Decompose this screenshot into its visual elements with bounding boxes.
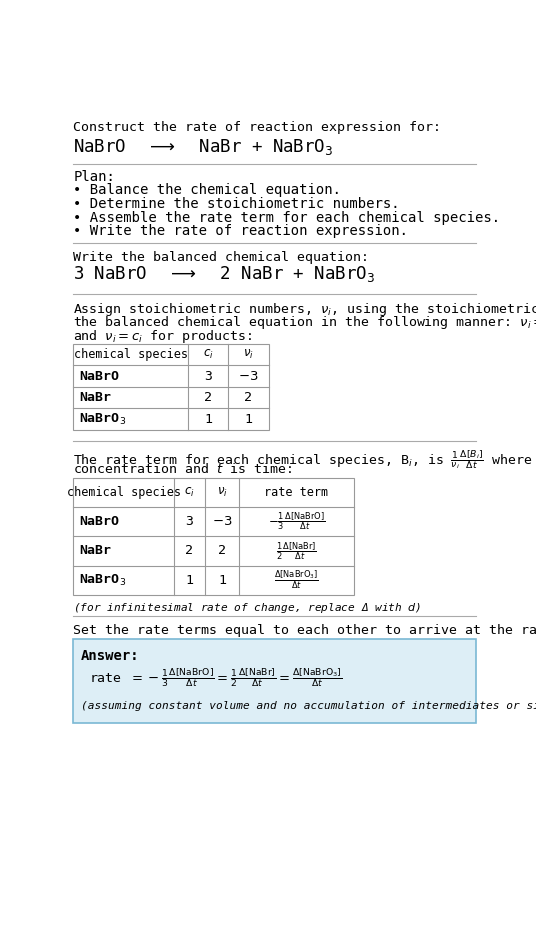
Text: 3 NaBrO  $\longrightarrow$  2 NaBr + NaBrO$_3$: 3 NaBrO $\longrightarrow$ 2 NaBr + NaBrO…: [73, 265, 375, 285]
Text: rate term: rate term: [264, 486, 329, 499]
Text: 3: 3: [185, 516, 193, 528]
Text: NaBrO$_3$: NaBrO$_3$: [79, 412, 126, 427]
Text: chemical species: chemical species: [66, 486, 181, 499]
Text: 1: 1: [204, 412, 212, 426]
Text: NaBrO$_3$: NaBrO$_3$: [79, 572, 126, 587]
Text: Construct the rate of reaction expression for:: Construct the rate of reaction expressio…: [73, 121, 441, 134]
Text: $-\frac{1}{3}\frac{\Delta[\mathrm{NaBrO}]}{\Delta t}$: $-\frac{1}{3}\frac{\Delta[\mathrm{NaBrO}…: [268, 511, 325, 533]
Text: $\frac{1}{2}\frac{\Delta[\mathrm{NaBr}]}{\Delta t}$: $\frac{1}{2}\frac{\Delta[\mathrm{NaBr}]}…: [276, 540, 317, 562]
Text: and $\nu_i = c_i$ for products:: and $\nu_i = c_i$ for products:: [73, 327, 252, 344]
Text: NaBr: NaBr: [79, 391, 111, 404]
Text: • Determine the stoichiometric numbers.: • Determine the stoichiometric numbers.: [73, 197, 400, 211]
FancyBboxPatch shape: [73, 639, 476, 723]
Text: NaBrO  $\longrightarrow$  NaBr + NaBrO$_3$: NaBrO $\longrightarrow$ NaBr + NaBrO$_3$: [73, 136, 333, 157]
Text: 1: 1: [185, 573, 193, 587]
Text: $-3$: $-3$: [238, 370, 258, 382]
Text: Set the rate terms equal to each other to arrive at the rate expression:: Set the rate terms equal to each other t…: [73, 624, 536, 637]
Bar: [73, 478, 354, 595]
Text: $c_i$: $c_i$: [203, 348, 213, 361]
Text: Plan:: Plan:: [73, 170, 115, 184]
Text: $\nu_i$: $\nu_i$: [243, 348, 254, 361]
Text: 2: 2: [185, 544, 193, 557]
Text: the balanced chemical equation in the following manner: $\nu_i = -c_i$ for react: the balanced chemical equation in the fo…: [73, 314, 536, 331]
Text: NaBrO: NaBrO: [79, 516, 120, 528]
Text: chemical species: chemical species: [73, 348, 188, 361]
Text: 1: 1: [244, 412, 252, 426]
Text: 1: 1: [218, 573, 226, 587]
Text: 2: 2: [244, 391, 252, 404]
Text: concentration and $t$ is time:: concentration and $t$ is time:: [73, 462, 293, 476]
Text: Assign stoichiometric numbers, $\nu_i$, using the stoichiometric coefficients, $: Assign stoichiometric numbers, $\nu_i$, …: [73, 302, 536, 319]
Text: • Balance the chemical equation.: • Balance the chemical equation.: [73, 183, 341, 197]
Text: $-3$: $-3$: [212, 516, 232, 528]
Text: $\nu_i$: $\nu_i$: [217, 486, 227, 499]
Text: (assuming constant volume and no accumulation of intermediates or side products): (assuming constant volume and no accumul…: [81, 701, 536, 711]
Text: (for infinitesimal rate of change, replace Δ with $d$): (for infinitesimal rate of change, repla…: [73, 601, 422, 615]
Text: Answer:: Answer:: [81, 649, 139, 662]
Bar: [73, 343, 269, 430]
Text: 3: 3: [204, 370, 212, 382]
Text: 2: 2: [218, 544, 226, 557]
Text: • Write the rate of reaction expression.: • Write the rate of reaction expression.: [73, 224, 408, 238]
Text: • Assemble the rate term for each chemical species.: • Assemble the rate term for each chemic…: [73, 211, 500, 224]
Text: rate $= -\frac{1}{3}\frac{\Delta[\mathrm{NaBrO}]}{\Delta t} = \frac{1}{2}\frac{\: rate $= -\frac{1}{3}\frac{\Delta[\mathrm…: [88, 666, 343, 689]
Text: NaBr: NaBr: [79, 544, 111, 557]
Text: NaBrO: NaBrO: [79, 370, 120, 382]
Text: $c_i$: $c_i$: [184, 486, 195, 499]
Text: $\frac{\Delta[\mathrm{NaBrO_3}]}{\Delta t}$: $\frac{\Delta[\mathrm{NaBrO_3}]}{\Delta …: [274, 569, 319, 591]
Text: The rate term for each chemical species, B$_i$, is $\frac{1}{\nu_i}\frac{\Delta[: The rate term for each chemical species,…: [73, 448, 536, 471]
Text: Write the balanced chemical equation:: Write the balanced chemical equation:: [73, 251, 369, 264]
Text: 2: 2: [204, 391, 212, 404]
